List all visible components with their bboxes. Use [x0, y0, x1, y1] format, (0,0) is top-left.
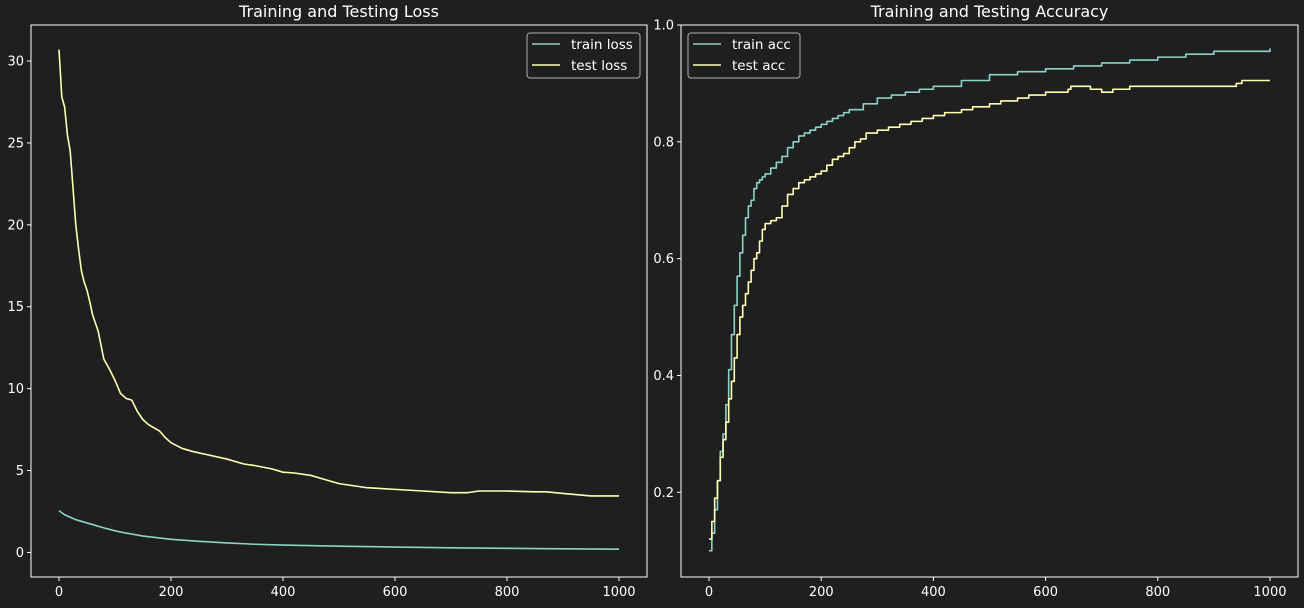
- y-tick-label: 30: [7, 55, 24, 70]
- chart-title: Training and Testing Loss: [238, 2, 439, 21]
- x-tick-label: 0: [55, 585, 63, 600]
- series-line-test-acc: [709, 79, 1270, 540]
- x-tick-label: 600: [383, 585, 408, 600]
- chart-title: Training and Testing Accuracy: [870, 2, 1109, 21]
- y-tick-label: 5: [16, 464, 24, 479]
- x-tick-label: 400: [271, 585, 296, 600]
- legend-label: train loss: [571, 37, 633, 53]
- x-tick-label: 0: [705, 585, 713, 600]
- x-tick-label: 400: [921, 585, 946, 600]
- x-tick-label: 800: [495, 585, 520, 600]
- y-tick-label: 10: [7, 382, 24, 397]
- legend-label: test acc: [732, 58, 785, 74]
- x-tick-label: 200: [809, 585, 834, 600]
- plot-frame: [680, 24, 1299, 578]
- series-line-train-acc: [709, 48, 1271, 552]
- x-tick-label: 200: [159, 585, 184, 600]
- y-tick-label: 0.2: [653, 486, 674, 501]
- y-tick-label: 0.4: [653, 369, 674, 384]
- plot-frame: [30, 24, 648, 578]
- legend-label: train acc: [732, 37, 791, 53]
- series-line-train-loss: [58, 510, 620, 550]
- x-tick-label: 600: [1033, 585, 1058, 600]
- y-tick-label: 25: [7, 136, 24, 151]
- y-tick-label: 20: [7, 218, 24, 233]
- y-tick-label: 0.6: [653, 252, 674, 267]
- y-tick-label: 0.8: [653, 135, 674, 150]
- accuracy-chart: Training and Testing Accuracy 0 200 400 600 8…: [653, 2, 1299, 600]
- y-tick-label: 0: [16, 546, 24, 561]
- legend-label: test loss: [571, 58, 627, 74]
- x-tick-label: 1000: [602, 585, 635, 600]
- legend: train acc test acc: [687, 32, 801, 79]
- legend: train loss test loss: [526, 32, 641, 79]
- x-tick-label: 800: [1145, 585, 1170, 600]
- series-line-test-loss: [58, 49, 619, 497]
- x-tick-label: 1000: [1253, 585, 1286, 600]
- y-tick-label: 15: [7, 300, 24, 315]
- y-tick-label: 1.0: [653, 19, 674, 34]
